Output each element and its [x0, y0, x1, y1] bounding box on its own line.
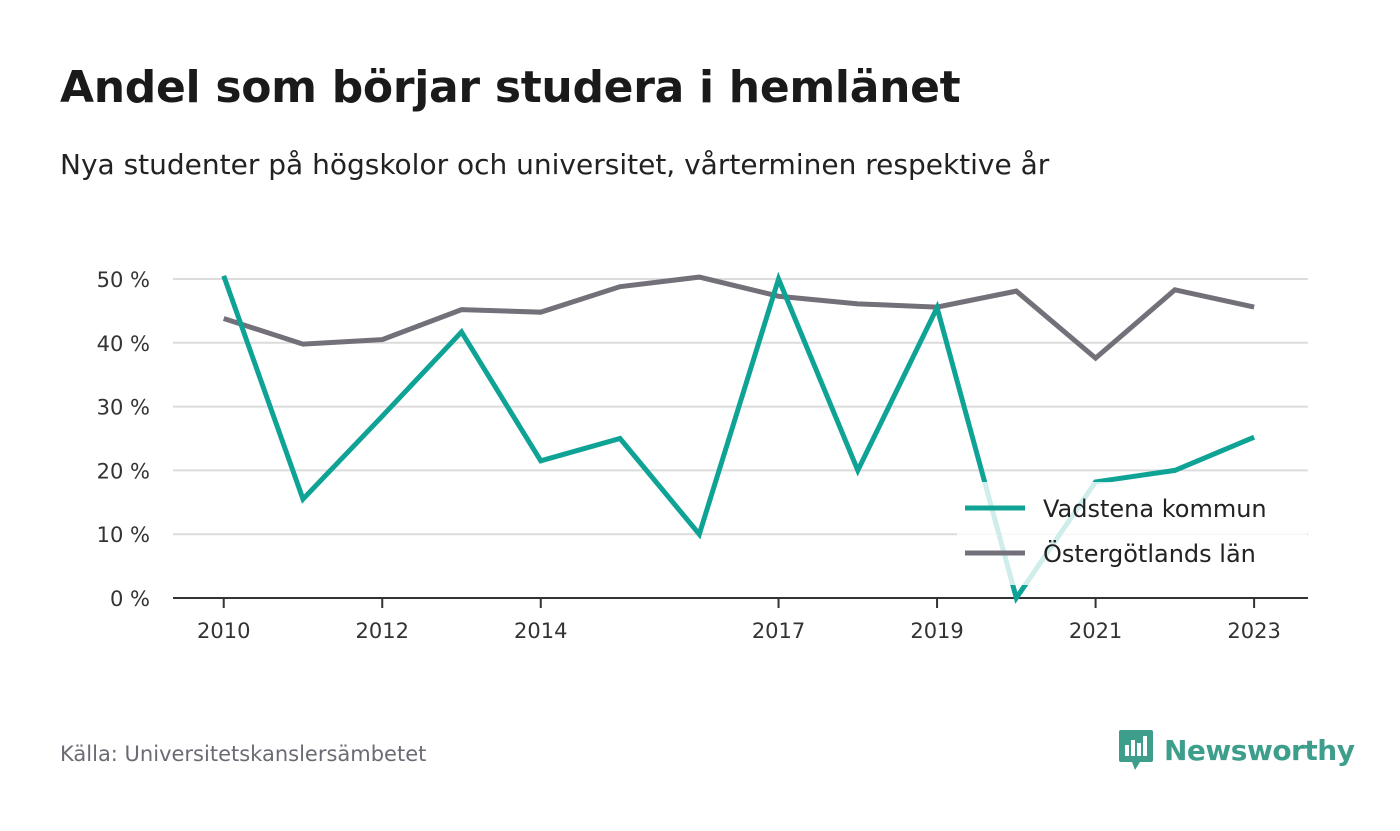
- chart-subtitle: Nya studenter på högskolor och universit…: [60, 148, 1050, 181]
- y-tick-label: 10 %: [97, 523, 150, 547]
- x-tick-label: 2023: [1227, 619, 1280, 643]
- y-tick-label: 30 %: [97, 396, 150, 420]
- x-tick-label: 2017: [752, 619, 805, 643]
- brand-name: Newsworthy: [1164, 733, 1355, 767]
- x-tick-label: 2012: [356, 619, 409, 643]
- source-note: Källa: Universitetskanslersämbetet: [60, 742, 427, 766]
- y-tick-label: 0 %: [110, 587, 150, 611]
- x-tick-label: 2019: [910, 619, 963, 643]
- newsworthy-logo-icon: [1119, 730, 1153, 770]
- y-tick-label: 50 %: [97, 268, 150, 292]
- chart-title: Andel som börjar studera i hemlänet: [60, 62, 961, 113]
- legend-label: Vadstena kommun: [1043, 495, 1267, 523]
- x-tick-label: 2014: [514, 619, 567, 643]
- series-line-ostergotland: [222, 274, 1255, 362]
- legend-background: [957, 482, 1307, 585]
- brand-logo: Newsworthy: [1118, 728, 1355, 772]
- y-tick-label: 40 %: [97, 332, 150, 356]
- x-tick-label: 2010: [197, 619, 250, 643]
- legend-label: Östergötlands län: [1043, 539, 1256, 568]
- line-chart: 0 % 10 % 20 % 30 % 40 % 50 % 2010 2012 2014 2017 2…: [97, 268, 1308, 643]
- y-tick-label: 20 %: [97, 459, 150, 483]
- x-tick-label: 2021: [1069, 619, 1122, 643]
